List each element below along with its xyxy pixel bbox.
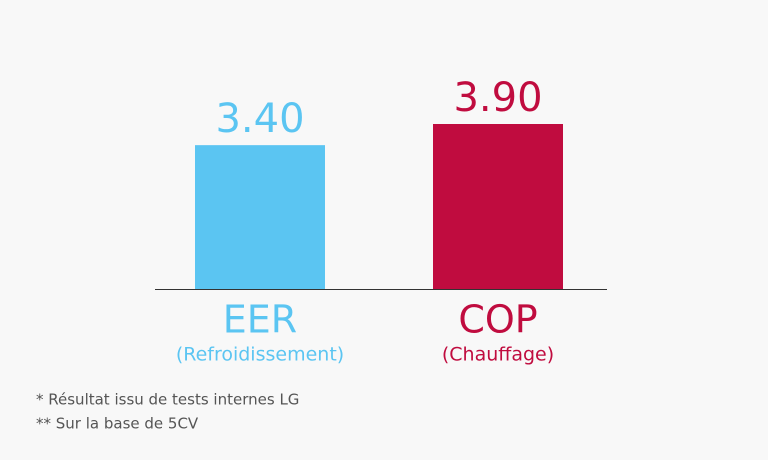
category-label: EER (223, 298, 297, 342)
bar (433, 124, 563, 289)
category-sublabel: (Refroidissement) (176, 344, 344, 366)
footnote: ** Sur la base de 5CV (36, 415, 199, 433)
category-label: COP (458, 298, 537, 342)
value-label: 3.90 (453, 75, 542, 121)
category-sublabel: (Chauffage) (442, 344, 554, 366)
bars: 3.40 EER(Refroidissement) 3.90 COP(Chauffag… (176, 75, 563, 366)
value-label: 3.40 (215, 96, 304, 142)
footnote: * Résultat issu de tests internes LG (36, 391, 299, 409)
bar (195, 145, 325, 289)
